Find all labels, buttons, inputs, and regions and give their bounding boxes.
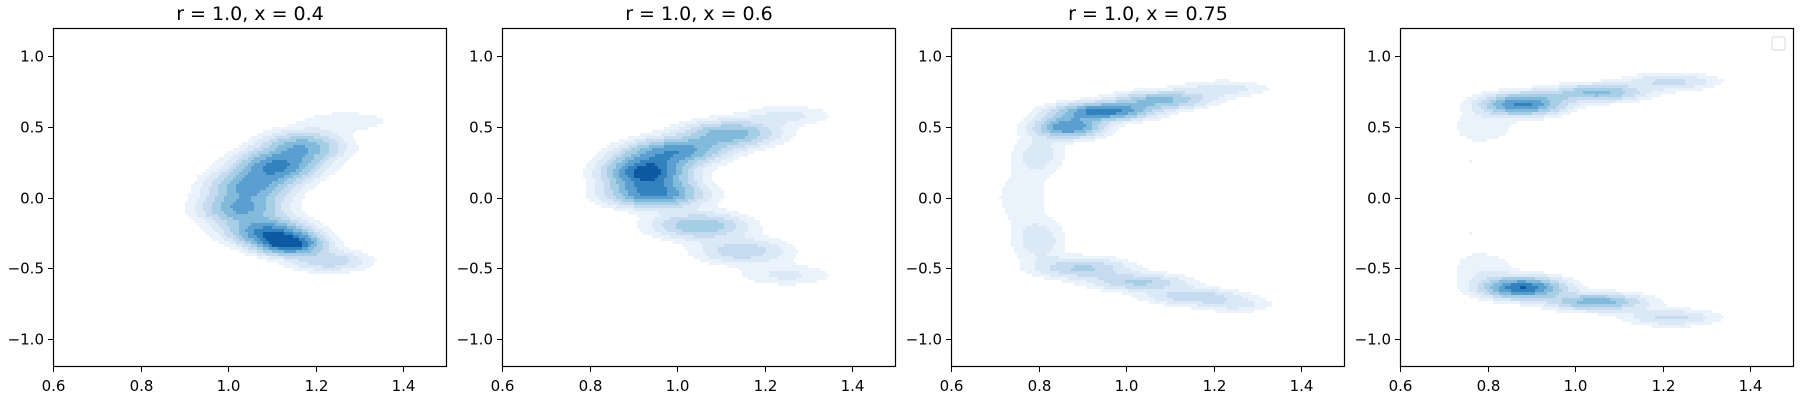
contour-level-4 <box>607 124 760 232</box>
y-tick-label: 1.0 <box>918 48 942 66</box>
contour-level-4 <box>212 136 329 256</box>
contour-level-6 <box>1053 106 1134 133</box>
x-tick-label: 1.4 <box>1739 377 1763 395</box>
y-tick-label: 1.0 <box>20 48 44 66</box>
contour-level-6 <box>230 145 314 253</box>
contour-level-3 <box>203 133 350 268</box>
contour-level-3 <box>1032 91 1227 304</box>
contour-level-3 <box>601 121 772 259</box>
x-tick-label: 1.4 <box>392 377 416 395</box>
x-tick-label: 1.0 <box>217 377 241 395</box>
contour-level-2 <box>592 112 805 280</box>
density-contours <box>185 112 383 274</box>
y-tick-label: −0.5 <box>457 260 493 278</box>
contour-level-7 <box>625 151 679 196</box>
y-tick-label: 0.0 <box>918 190 942 208</box>
chart-title: r = 1.0, x = 0.4 <box>176 3 324 25</box>
chart-panel-1: 0.6 0.8 1.0 1.2 1.4 −1.0 −0.5 0.0 0.5 1.0 r = 1.0,… <box>8 3 448 395</box>
chart-panel-4: 0.6 0.8 1.0 1.2 1.4 −1.0 −0.5 0.0 0.5 1.0 <box>1355 27 1795 395</box>
axes-frame <box>52 27 448 368</box>
y-tick-label: −1.0 <box>1355 331 1391 349</box>
contour-level-7 <box>1086 109 1122 115</box>
x-tick-label: 1.4 <box>1290 377 1314 395</box>
y-tick-label: 1.0 <box>1367 48 1391 66</box>
axes-frame <box>950 27 1346 368</box>
x-tick-label: 1.0 <box>1564 377 1588 395</box>
y-tick-label: 0.5 <box>918 119 942 137</box>
axes-frame <box>1399 27 1795 368</box>
contour-level-4 <box>1484 88 1628 307</box>
y-tick-label: −0.5 <box>8 260 44 278</box>
x-tick-label: 0.6 <box>491 377 515 395</box>
chart-title: r = 1.0, x = 0.6 <box>625 3 773 25</box>
x-tick-label: 1.0 <box>1115 377 1139 395</box>
legend-box <box>1771 36 1786 51</box>
x-tick-label: 0.6 <box>940 377 964 395</box>
x-tick-label: 1.4 <box>841 377 865 395</box>
x-tick-label: 0.6 <box>42 377 66 395</box>
contour-level-6 <box>619 145 697 199</box>
chart-title: r = 1.0, x = 0.75 <box>1068 3 1228 25</box>
density-contours <box>999 79 1272 313</box>
x-tick-label: 1.2 <box>305 377 329 395</box>
y-tick-label: −1.0 <box>457 331 493 349</box>
contour-level-5 <box>221 139 320 253</box>
contour-level-7 <box>1505 103 1538 292</box>
x-tick-label: 1.2 <box>1652 377 1676 395</box>
contour-level-8 <box>1520 286 1526 289</box>
x-tick-label: 0.6 <box>1389 377 1413 395</box>
y-tick-label: −0.5 <box>1355 260 1391 278</box>
y-tick-label: −1.0 <box>8 331 44 349</box>
contour-level-5 <box>1490 91 1616 304</box>
y-tick-label: 0.5 <box>1367 119 1391 137</box>
x-tick-label: 1.2 <box>754 377 778 395</box>
x-tick-label: 1.0 <box>666 377 690 395</box>
y-tick-label: −0.5 <box>906 260 942 278</box>
x-tick-label: 0.8 <box>579 377 603 395</box>
y-tick-label: 1.0 <box>469 48 493 66</box>
contour-level-1 <box>185 112 383 274</box>
x-tick-label: 0.8 <box>1028 377 1052 395</box>
y-tick-label: 0.5 <box>469 119 493 137</box>
contour-level-8 <box>263 232 302 247</box>
contour-level-5 <box>613 130 748 202</box>
contour-level-7 <box>254 160 308 250</box>
x-tick-label: 0.8 <box>1477 377 1501 395</box>
chart-panel-2: 0.6 0.8 1.0 1.2 1.4 −1.0 −0.5 0.0 0.5 1.0 r = 1.0,… <box>457 3 897 395</box>
y-tick-label: −1.0 <box>906 331 942 349</box>
contour-level-4 <box>1041 94 1191 286</box>
x-tick-label: 0.8 <box>130 377 154 395</box>
contour-level-8 <box>634 163 661 181</box>
chart-panel-3: 0.6 0.8 1.0 1.2 1.4 −1.0 −0.5 0.0 0.5 1.0 r = 1.0,… <box>906 3 1346 395</box>
contour-level-1 <box>999 79 1272 313</box>
x-tick-label: 1.2 <box>1203 377 1227 395</box>
y-tick-label: 0.0 <box>469 190 493 208</box>
y-tick-label: 0.0 <box>20 190 44 208</box>
y-tick-label: 0.0 <box>1367 190 1391 208</box>
axes-frame <box>501 27 897 368</box>
density-contours <box>583 106 829 286</box>
density-contours <box>1457 73 1724 328</box>
y-tick-label: 0.5 <box>20 119 44 137</box>
